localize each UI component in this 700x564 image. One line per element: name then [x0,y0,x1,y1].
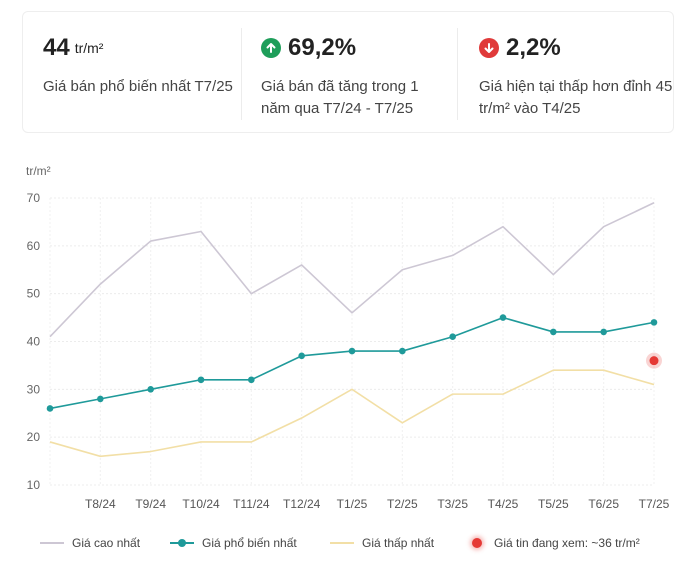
price-increase-stat: 69,2% Giá bán đã tăng trong 1 năm qua T7… [261,12,451,132]
price-increase-description: Giá bán đã tăng trong 1 năm qua T7/24 - … [261,78,419,117]
price-drop-description: Giá hiện tại thấp hơn đỉnh 45 tr/m² vào … [479,78,673,117]
y-tick-label: 50 [27,287,41,301]
current-listing-point[interactable] [649,356,659,366]
x-tick-label: T4/25 [488,497,519,511]
x-tick-label: T1/25 [337,497,368,511]
arrow-up-icon [261,38,281,58]
series-point-1[interactable] [298,352,305,360]
series-point-1[interactable] [46,405,54,412]
series-point-1[interactable] [449,333,456,341]
x-tick-label: T10/24 [182,497,220,511]
y-axis-unit-label: tr/m² [26,164,51,178]
legend-item-current[interactable]: Giá tin đang xem: ~36 tr/m² [472,536,640,550]
price-line-chart: tr/m² 10 20 30 40 50 60 70 T8/24 T9/24 T10/24 T11/2… [26,164,670,511]
arrow-down-icon [479,38,499,58]
legend-item-min[interactable]: Giá thấp nhất [330,536,434,550]
x-tick-label: T12/24 [283,497,321,511]
price-increase-value: 69,2% [288,34,357,61]
legend-item-typical[interactable]: Giá phổ biến nhất [170,536,297,550]
price-drop-value: 2,2% [506,34,561,61]
x-tick-label: T9/24 [135,497,166,511]
legend-label-typical: Giá phổ biến nhất [202,536,297,550]
x-tick-label: T2/25 [387,497,418,511]
y-tick-label: 60 [27,239,41,253]
typical-price-value: 44 [43,34,70,61]
series-point-1[interactable] [499,314,507,321]
legend-line-swatch [40,542,64,544]
series-point-1[interactable] [147,386,154,393]
typical-price-description: Giá bán phổ biến nhất T7/25 [43,78,233,95]
series-point-1[interactable] [348,347,356,355]
legend-label-current: Giá tin đang xem: ~36 tr/m² [494,536,640,550]
legend-item-max[interactable]: Giá cao nhất [40,536,140,550]
divider [241,28,242,120]
legend-line-swatch [330,542,354,544]
y-tick-label: 10 [27,478,41,492]
x-tick-label: T3/25 [437,497,468,511]
legend-label-max: Giá cao nhất [72,536,141,550]
y-tick-label: 70 [27,191,41,205]
x-tick-label: T8/24 [85,497,116,511]
series-line-0 [49,202,655,338]
legend-line-swatch [170,539,194,547]
legend-label-min: Giá thấp nhất [362,536,435,550]
series-point-1[interactable] [600,328,607,336]
chart-legend: Giá cao nhất Giá phổ biến nhất Giá thấp … [0,536,700,558]
series-line-2 [49,369,655,458]
x-tick-label: T11/24 [233,497,270,511]
series-point-1[interactable] [399,347,406,355]
series-point-1[interactable] [248,376,255,384]
y-tick-label: 30 [27,382,41,396]
series-point-1[interactable] [550,328,557,336]
y-tick-label: 40 [27,335,41,349]
price-drop-stat: 2,2% Giá hiện tại thấp hơn đỉnh 45 tr/m²… [479,12,675,132]
divider [457,28,458,120]
x-tick-label: T7/25 [639,497,670,511]
legend-red-dot-swatch [472,538,482,548]
typical-price-stat: 44 tr/m² Giá bán phổ biến nhất T7/25 [43,12,233,132]
series-point-1[interactable] [197,376,205,384]
typical-price-unit: tr/m² [74,40,104,56]
series-point-1[interactable] [97,395,104,403]
x-tick-label: T6/25 [588,497,619,511]
y-tick-label: 20 [27,430,41,444]
series-point-1[interactable] [650,319,658,326]
price-summary-card: 44 tr/m² Giá bán phổ biến nhất T7/25 69,… [22,11,674,133]
x-tick-label: T5/25 [538,497,569,511]
